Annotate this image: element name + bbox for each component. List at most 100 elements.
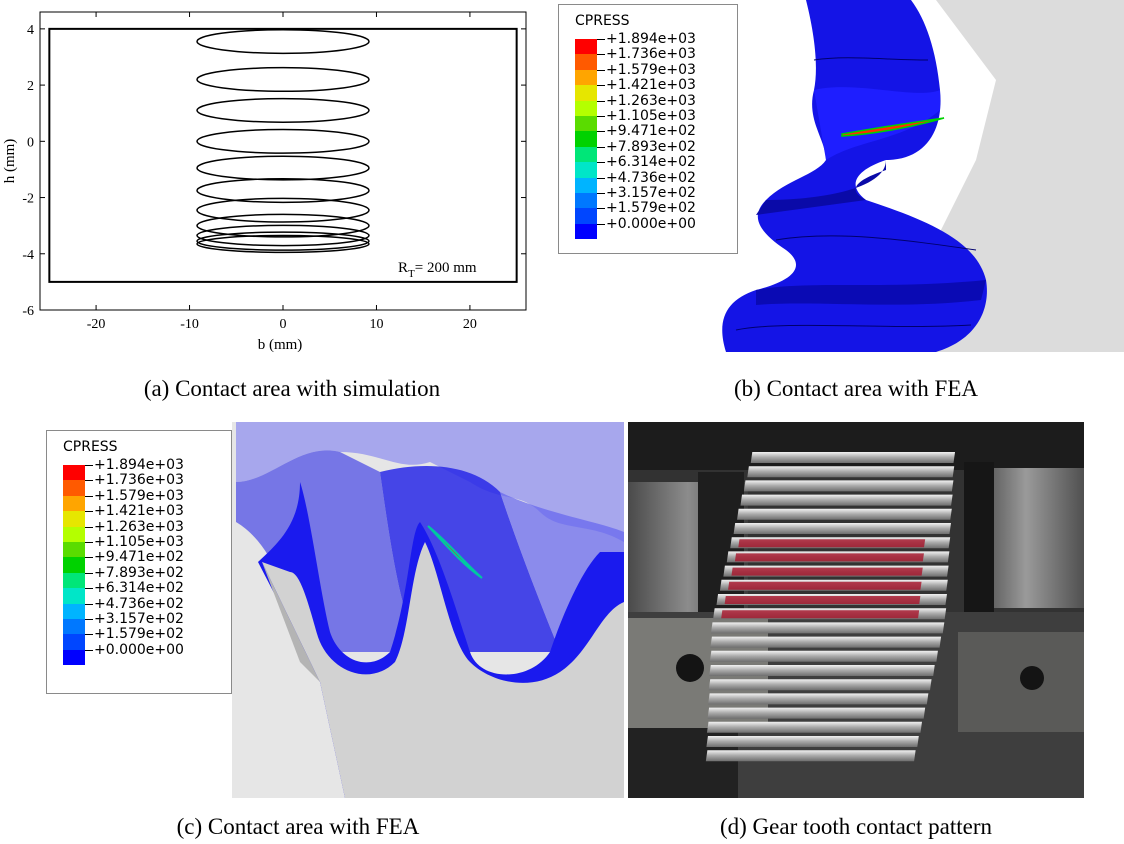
legend-tick xyxy=(85,619,93,620)
legend-tick xyxy=(85,634,93,636)
legend-tick xyxy=(597,39,605,40)
legend-value: +7.893e+02 xyxy=(94,564,184,581)
legend-tick xyxy=(85,603,93,605)
gear-tooth xyxy=(710,636,942,648)
legend-swatch xyxy=(63,634,85,650)
legend-row: +7.893e+02 xyxy=(63,565,223,589)
legend-value: +4.736e+02 xyxy=(606,169,696,186)
legend-value: +6.314e+02 xyxy=(94,580,184,597)
legend-tick xyxy=(85,526,93,528)
gear-tooth xyxy=(706,721,922,733)
y-tick-label: 2 xyxy=(27,79,34,94)
gear-tooth xyxy=(706,736,919,747)
contact-marking xyxy=(734,553,924,562)
legend-swatch xyxy=(575,146,597,163)
panel-a: -20 -10 0 10 20 -6 -4 -2 0 2 4 b (mm) h (mm) RT= 2… xyxy=(0,0,540,360)
legend-row: +9.471e+02 xyxy=(575,123,735,147)
y-tick-label: 4 xyxy=(27,23,34,38)
panel-c: CPRESS +1.894e+03 +1.736e+03 +1.579e+03 +1.… xyxy=(0,422,624,798)
legend-swatch xyxy=(575,177,597,193)
legend-tick xyxy=(85,557,93,559)
legend-tick xyxy=(597,208,605,210)
contact-ellipse xyxy=(196,128,370,154)
legend-value: +0.000e+00 xyxy=(606,215,696,232)
legend-tick xyxy=(597,100,605,102)
gear-tooth xyxy=(747,466,955,478)
panel-b: CPRESS +1.894e+03 +1.736e+03 +1.579e+03 +1.… xyxy=(556,0,1124,352)
legend-row: +1.579e+02 xyxy=(575,200,735,224)
legend-row: +1.736e+03 xyxy=(63,472,223,496)
legend-swatch xyxy=(63,649,85,666)
legend-swatch xyxy=(575,39,597,55)
legend-row: +0.000e+00 xyxy=(63,642,223,666)
legend-value: +3.157e+02 xyxy=(94,611,184,627)
legend-tick xyxy=(85,480,93,482)
cpress-legend-b: CPRESS +1.894e+03 +1.736e+03 +1.579e+03 +1.… xyxy=(558,4,738,254)
y-tick-label: -6 xyxy=(22,304,34,319)
legend-row: +1.894e+03 xyxy=(575,31,735,55)
contact-marking xyxy=(731,567,923,576)
legend-value: +1.263e+03 xyxy=(94,518,184,535)
legend-swatch xyxy=(63,480,85,496)
legend-swatch xyxy=(575,100,597,116)
legend-swatch xyxy=(63,572,85,589)
caption-b: (b) Contact area with FEA xyxy=(734,376,978,401)
legend-row: +1.894e+03 xyxy=(63,457,223,481)
legend-value: +1.105e+03 xyxy=(606,108,696,124)
legend-value: +1.421e+03 xyxy=(94,503,184,520)
legend-tick xyxy=(85,542,93,543)
legend-value: +1.579e+02 xyxy=(606,200,696,217)
legend-row: +4.736e+02 xyxy=(63,596,223,619)
gear-tooth xyxy=(737,508,952,520)
y-axis-label: h (mm) xyxy=(2,139,18,184)
legend-value: +3.157e+02 xyxy=(606,185,696,201)
legend-swatch xyxy=(63,495,85,512)
legend-value: +7.893e+02 xyxy=(606,138,696,155)
x-tick-label: 20 xyxy=(463,317,477,332)
gear-tooth xyxy=(708,693,929,705)
cpress-legend-c: CPRESS +1.894e+03 +1.736e+03 +1.579e+03 +1.… xyxy=(46,430,232,694)
contact-stripe-b xyxy=(841,117,945,137)
legend-value: +1.736e+03 xyxy=(606,46,696,63)
legend-swatch xyxy=(575,223,597,240)
y-tick-label: -2 xyxy=(22,192,34,207)
legend-swatch xyxy=(575,69,597,86)
gear-teeth xyxy=(705,452,956,762)
y-tick-label: 0 xyxy=(27,135,34,150)
legend-swatch xyxy=(63,526,85,542)
contact-ellipse xyxy=(196,155,370,181)
legend-swatch xyxy=(63,465,85,481)
legend-tick xyxy=(597,85,605,87)
gear-tooth xyxy=(709,665,935,676)
legend-value: +1.105e+03 xyxy=(94,534,184,550)
legend-value: +4.736e+02 xyxy=(94,595,184,612)
legend-swatch xyxy=(63,588,85,604)
legend-swatch xyxy=(63,557,85,573)
legend-value: +1.579e+03 xyxy=(606,61,696,78)
legend-tick xyxy=(597,223,605,225)
legend-tick xyxy=(597,69,605,71)
legend-row: +3.157e+02 xyxy=(63,611,223,635)
legend-row: +1.421e+03 xyxy=(63,503,223,527)
gear-tooth xyxy=(743,480,954,492)
legend-tick xyxy=(597,193,605,194)
legend-row: +0.000e+00 xyxy=(575,216,735,240)
contact-ellipse xyxy=(196,231,370,251)
panel-d xyxy=(628,422,1084,798)
gear-tooth xyxy=(740,494,953,506)
legend-value: +1.263e+03 xyxy=(606,92,696,109)
contact-stripe-c xyxy=(427,525,483,579)
legend-value: +1.579e+03 xyxy=(94,487,184,504)
legend-value: +1.894e+03 xyxy=(94,457,184,473)
legend-row: +9.471e+02 xyxy=(63,549,223,573)
legend-row: +1.105e+03 xyxy=(575,108,735,132)
contact-ellipse xyxy=(196,224,370,247)
legend-value: +1.579e+02 xyxy=(94,626,184,643)
gear-contact-photo xyxy=(628,422,1084,798)
gear-tooth xyxy=(733,523,952,534)
legend-swatch xyxy=(575,193,597,209)
legend-row: +1.105e+03 xyxy=(63,534,223,558)
legend-row: +1.263e+03 xyxy=(63,519,223,542)
caption-a: (a) Contact area with simulation xyxy=(143,376,441,401)
